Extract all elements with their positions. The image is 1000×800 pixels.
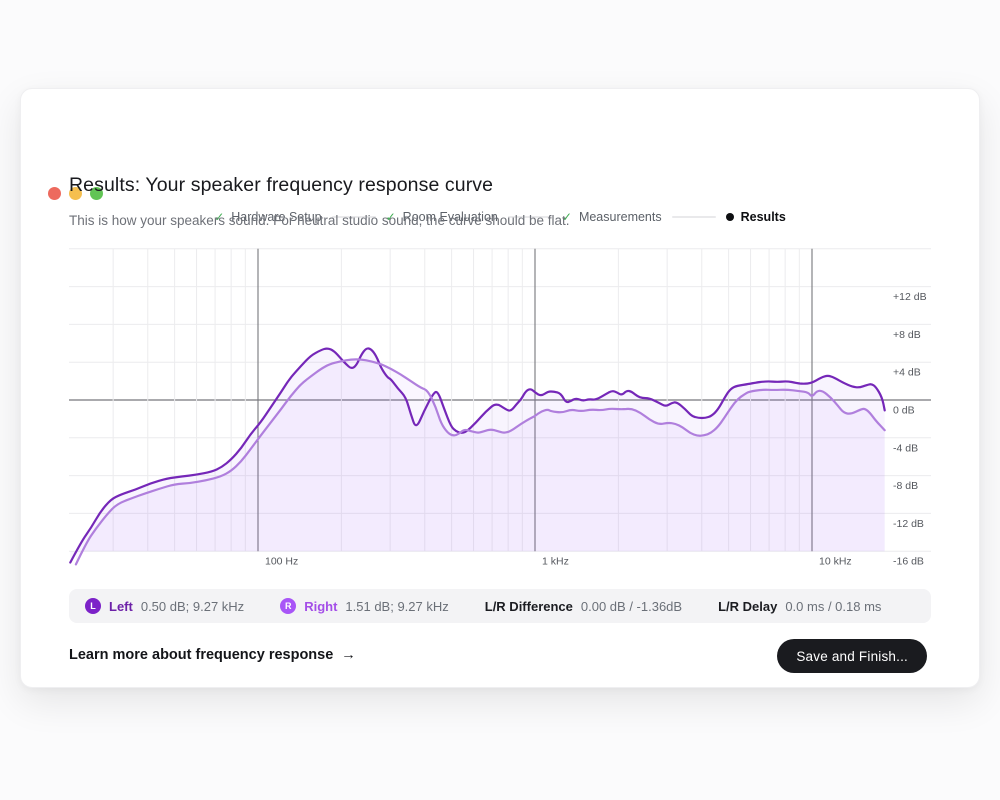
lr-delay-label: L/R Delay	[718, 598, 778, 614]
y-tick-label: -8 dB	[893, 480, 918, 492]
y-tick-label: 0 dB	[893, 405, 915, 417]
lr-difference-value: 0.00 dB / -1.36dB	[580, 598, 683, 614]
x-tick-label: 1 kHz	[542, 556, 569, 568]
area-right	[75, 359, 885, 565]
y-tick-label: -16 dB	[893, 556, 924, 568]
app-window: ✓ Hardware Setup ✓ Room Evaluation ✓ Mea…	[20, 88, 980, 688]
page-subtitle: This is how your speakers sound. For neu…	[69, 213, 570, 228]
step-room-evaluation[interactable]: ✓ Room Evaluation	[386, 210, 498, 224]
y-tick-label: +12 dB	[893, 291, 927, 303]
save-and-finish-button[interactable]: Save and Finish...	[777, 639, 927, 673]
step-label: Room Evaluation	[402, 210, 498, 224]
current-step-dot-icon	[725, 213, 734, 221]
legend-lr-delay: L/R Delay 0.0 ms / 0.18 ms	[718, 599, 881, 614]
step-label: Hardware Setup	[231, 210, 322, 224]
left-label: Left	[109, 598, 133, 614]
y-tick-label: +8 dB	[893, 329, 921, 341]
left-value: 0.50 dB; 9.27 kHz	[140, 598, 245, 614]
minimize-button[interactable]	[69, 187, 82, 200]
step-results[interactable]: Results	[725, 210, 786, 224]
area-left	[70, 348, 885, 563]
step-label: Results	[740, 210, 786, 224]
window-controls	[48, 187, 103, 200]
y-tick-label: -4 dB	[893, 442, 918, 454]
check-icon: ✓	[561, 210, 572, 224]
check-icon: ✓	[385, 210, 396, 224]
setup-stepper: ✓ Hardware Setup ✓ Room Evaluation ✓ Mea…	[21, 210, 979, 224]
legend-left: L Left 0.50 dB; 9.27 kHz	[85, 598, 244, 614]
lr-difference-label: L/R Difference	[484, 598, 573, 614]
chart-svg: +12 dB +8 dB +4 dB 0 dB -4 dB -8 dB -12 dB -16 …	[69, 248, 931, 568]
curve-left	[69, 347, 886, 564]
x-tick-label: 100 Hz	[265, 556, 298, 568]
x-tick-label: 10 kHz	[819, 556, 852, 568]
step-connector	[331, 216, 376, 218]
close-button[interactable]	[48, 187, 61, 200]
learn-more-text: Learn more about frequency response	[69, 647, 334, 663]
learn-more-link[interactable]: Learn more about frequency response →	[69, 647, 356, 663]
frequency-response-chart: +12 dB +8 dB +4 dB 0 dB -4 dB -8 dB -12 dB -16 …	[69, 246, 931, 576]
step-connector	[671, 216, 716, 218]
page-title: Results: Your speaker frequency response…	[69, 174, 494, 196]
right-label: Right	[304, 598, 338, 614]
step-connector	[507, 216, 552, 218]
legend-lr-difference: L/R Difference 0.00 dB / -1.36dB	[485, 599, 682, 614]
arrow-right-icon: →	[341, 647, 356, 663]
check-icon: ✓	[214, 210, 225, 224]
step-hardware-setup[interactable]: ✓ Hardware Setup	[214, 210, 321, 224]
legend-right: R Right 1.51 dB; 9.27 kHz	[280, 598, 449, 614]
step-measurements[interactable]: ✓ Measurements	[562, 210, 662, 224]
curve-right	[74, 358, 886, 566]
zoom-button[interactable]	[90, 187, 103, 200]
lr-delay-value: 0.0 ms / 0.18 ms	[785, 598, 882, 614]
y-tick-label: -12 dB	[893, 518, 924, 530]
measurement-summary-bar: L Left 0.50 dB; 9.27 kHz R Right 1.51 dB…	[69, 589, 931, 623]
right-value: 1.51 dB; 9.27 kHz	[345, 598, 449, 614]
left-channel-badge: L	[85, 598, 101, 614]
y-tick-label: +4 dB	[893, 367, 921, 379]
step-label: Measurements	[578, 210, 662, 224]
right-channel-badge: R	[280, 598, 297, 614]
